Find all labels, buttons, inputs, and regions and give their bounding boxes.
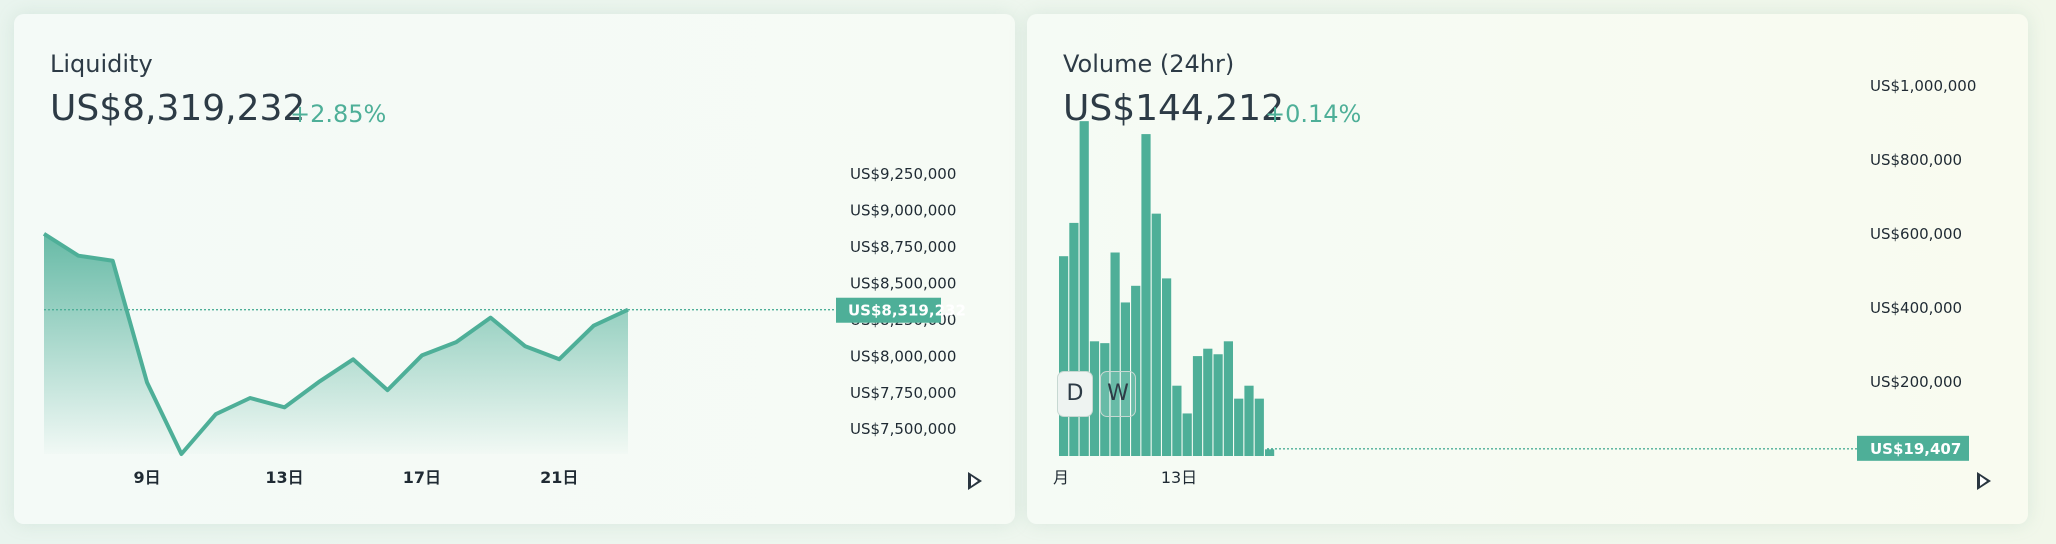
volume-bar: [1151, 213, 1161, 456]
y-tick-label: US$9,250,000: [850, 165, 956, 183]
y-tick-label: US$600,000: [1870, 225, 1962, 243]
volume-value: US$144,212: [1063, 88, 1284, 129]
volume-title: Volume (24hr): [1063, 50, 1235, 78]
volume-card: Volume (24hr) US$144,212 +0.14% US$200,0…: [1027, 14, 2028, 524]
volume-bar: [1131, 285, 1141, 456]
volume-bar: [1254, 398, 1264, 456]
play-icon[interactable]: [1977, 472, 1991, 490]
volume-bar: [1141, 134, 1151, 456]
volume-chart[interactable]: US$200,000 US$400,000 US$600,000 US$800,000…: [1027, 14, 2028, 524]
volume-bar: [1100, 343, 1110, 456]
volume-bar: [1120, 302, 1130, 456]
y-tick-label: US$8,500,000: [850, 274, 956, 292]
volume-bar: [1069, 222, 1079, 456]
liquidity-area: [44, 233, 628, 454]
liquidity-chart[interactable]: US$7,500,000 US$7,750,000 US$8,000,000 US$8…: [14, 14, 1015, 524]
volume-bar: [1244, 385, 1254, 456]
volume-bar: [1213, 354, 1223, 456]
liquidity-value: US$8,319,232: [50, 88, 306, 129]
current-price-label: US$19,407: [1870, 440, 1961, 458]
current-price-label: US$8,319,232: [848, 302, 966, 320]
volume-bar: [1089, 341, 1100, 456]
volume-bar: [1172, 385, 1182, 456]
volume-bar: [1079, 121, 1089, 457]
volume-change: +0.14%: [1265, 100, 1362, 128]
x-tick-label: 21日: [540, 468, 578, 487]
x-tick-label: 9日: [133, 468, 160, 487]
volume-bar: [1110, 252, 1120, 456]
play-icon[interactable]: [968, 472, 982, 490]
liquidity-change: +2.85%: [290, 100, 387, 128]
day-toggle-button[interactable]: D: [1057, 371, 1093, 417]
y-tick-label: US$7,500,000: [850, 420, 956, 438]
volume-bar: [1203, 348, 1213, 456]
x-tick-label: 13日: [1161, 468, 1197, 487]
y-tick-label: US$7,750,000: [850, 384, 956, 402]
current-price-tag: [836, 297, 941, 323]
current-price-tag: [1857, 435, 1969, 461]
volume-bar: [1059, 256, 1069, 456]
volume-bar: [1265, 449, 1275, 456]
volume-bar: [1162, 278, 1172, 456]
week-toggle-button[interactable]: W: [1100, 371, 1136, 417]
volume-bar: [1192, 356, 1203, 456]
y-tick-label: US$800,000: [1870, 151, 1962, 169]
y-tick-label: US$8,000,000: [850, 347, 956, 365]
volume-bar: [1234, 398, 1244, 456]
liquidity-card: Liquidity US$8,319,232 +2.85% US$7,500,0…: [14, 14, 1015, 524]
y-tick-label: US$1,000,000: [1870, 77, 1976, 95]
y-tick-label: US$400,000: [1870, 299, 1962, 317]
liquidity-line: [42, 232, 629, 456]
y-tick-label: US$9,000,000: [850, 201, 956, 219]
y-tick-label: US$200,000: [1870, 373, 1962, 391]
x-tick-label: 月: [1053, 468, 1069, 487]
y-tick-label: US$8,750,000: [850, 238, 956, 256]
volume-bar: [1223, 341, 1233, 456]
x-tick-label: 17日: [403, 468, 441, 487]
volume-bar: [1182, 413, 1192, 456]
x-tick-label: 13日: [265, 468, 303, 487]
liquidity-title: Liquidity: [50, 50, 153, 78]
